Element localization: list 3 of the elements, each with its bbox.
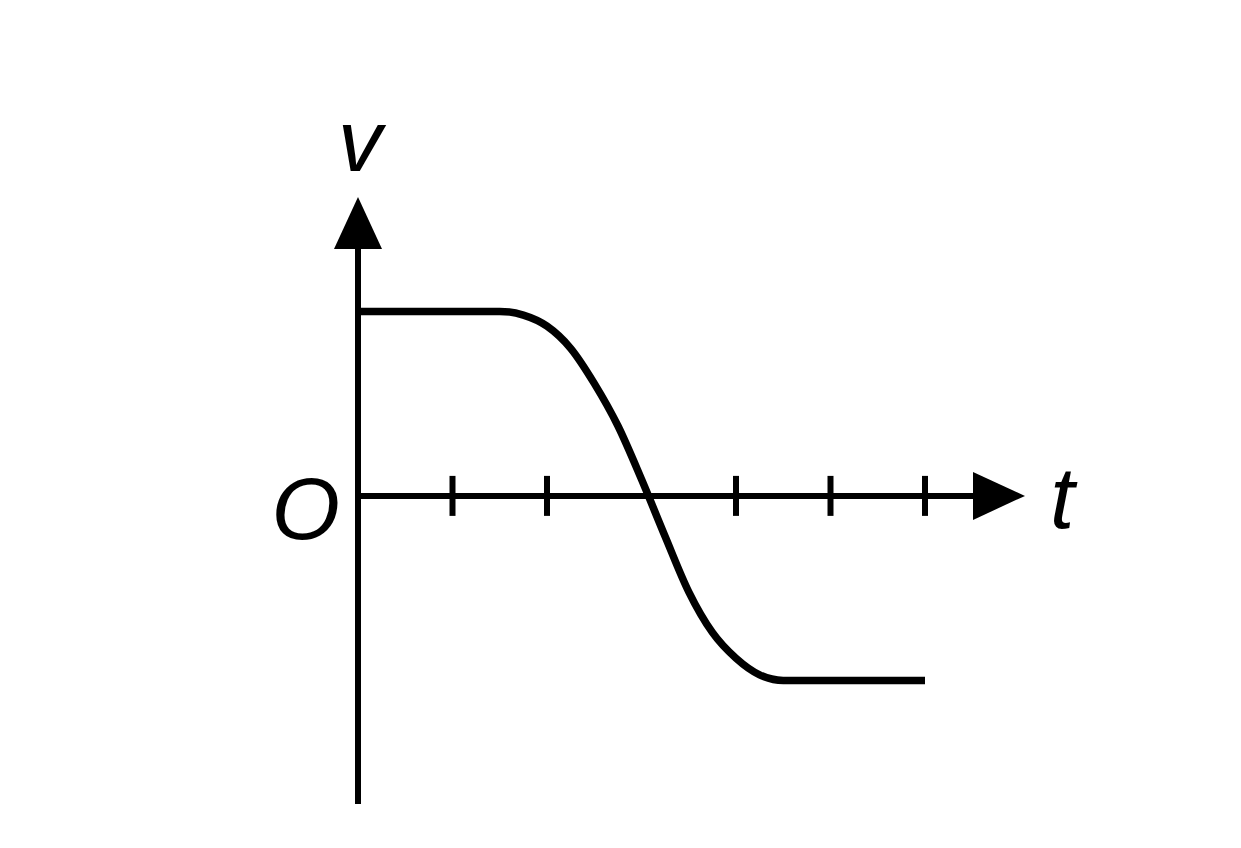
- x-axis-title: t: [1050, 447, 1078, 547]
- y-axis-title: v: [338, 91, 387, 190]
- text: O: [271, 458, 340, 558]
